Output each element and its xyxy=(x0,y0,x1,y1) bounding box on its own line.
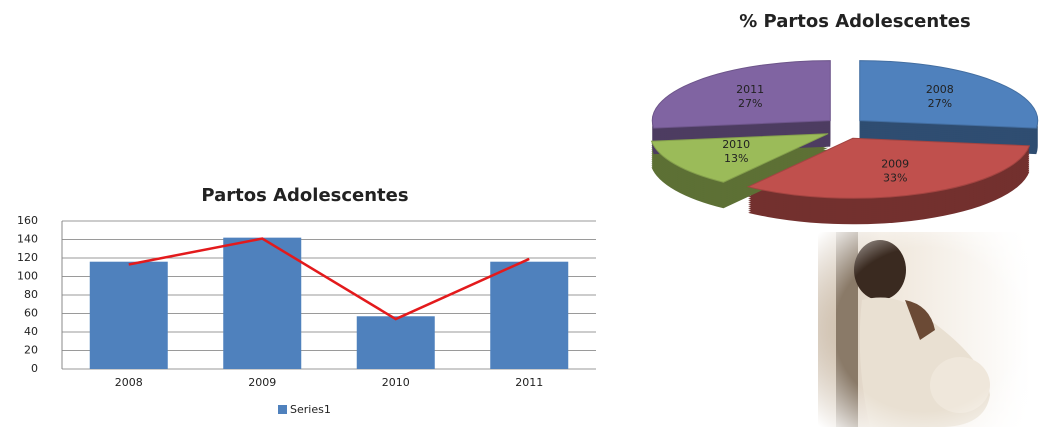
bar xyxy=(490,261,569,369)
slice-value-label: 13% xyxy=(724,152,748,165)
slice-category: 2010 xyxy=(722,138,750,151)
slice-value-label: 27% xyxy=(928,97,952,110)
y-tick-label: 100 xyxy=(17,270,38,283)
bar xyxy=(223,237,302,369)
chart-title: Partos Adolescentes xyxy=(201,185,408,206)
pie-slice xyxy=(746,137,1031,199)
x-tick-label: 2011 xyxy=(515,376,543,389)
bar xyxy=(89,261,168,369)
x-tick-label: 2009 xyxy=(248,376,276,389)
slice-category: 2008 xyxy=(926,83,954,96)
y-tick-label: 140 xyxy=(17,233,38,246)
slice-category: 2011 xyxy=(736,83,764,96)
line xyxy=(128,237,530,321)
photo xyxy=(818,232,1030,427)
y-tick-label: 20 xyxy=(24,344,38,357)
legend-label: Series1 xyxy=(290,403,331,416)
y-tick-label: 80 xyxy=(24,288,38,301)
slice-value-label: 27% xyxy=(738,97,762,110)
y-tick-label: 0 xyxy=(31,362,38,375)
chart-title: % Partos Adolescentes xyxy=(739,11,970,32)
y-tick-label: 60 xyxy=(24,307,38,320)
y-tick-label: 40 xyxy=(24,325,38,338)
x-tick-label: 2010 xyxy=(382,376,410,389)
y-tick-label: 120 xyxy=(17,251,38,264)
bar xyxy=(356,316,435,369)
x-tick-label: 2008 xyxy=(115,376,143,389)
slice-category: 2009 xyxy=(881,157,909,170)
y-tick-label: 160 xyxy=(17,214,38,227)
pie-slice xyxy=(650,133,829,183)
pie-slice xyxy=(859,60,1039,129)
pie-slice xyxy=(651,60,831,129)
slice-value-label: 33% xyxy=(883,171,907,184)
legend-swatch xyxy=(278,405,287,414)
